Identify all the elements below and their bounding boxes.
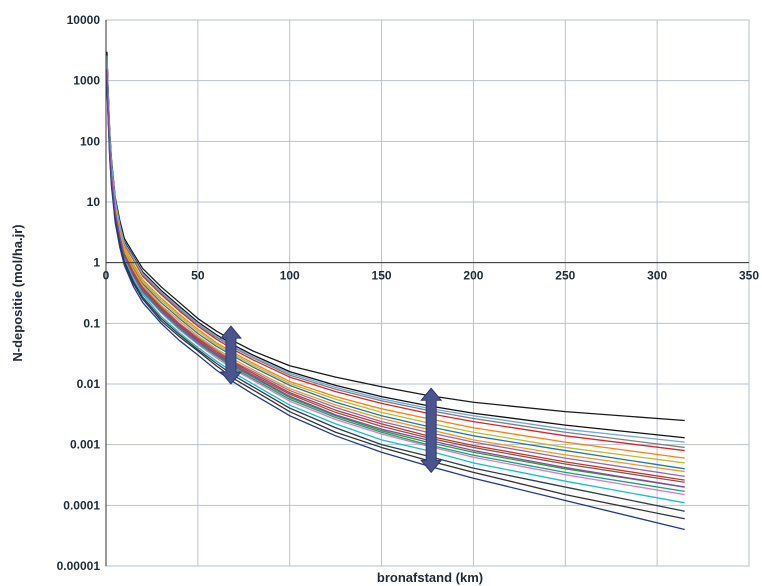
x-tick-label: 100 xyxy=(280,269,300,283)
y-tick-label: 1000 xyxy=(73,74,100,88)
y-tick-label: 10 xyxy=(87,195,101,209)
x-tick-label: 200 xyxy=(463,269,483,283)
y-tick-label: 0.00001 xyxy=(57,559,101,573)
series-lines xyxy=(106,51,685,531)
y-tick-label: 10000 xyxy=(67,13,101,27)
x-tick-label: 150 xyxy=(372,269,392,283)
series-line xyxy=(106,69,685,488)
y-tick-label: 0.1 xyxy=(83,316,100,330)
x-tick-labels: 0 50 100 150 200 250 300 350 xyxy=(103,269,760,283)
y-tick-label: 0.001 xyxy=(70,438,100,452)
series-line xyxy=(106,55,685,443)
x-tick-label: 50 xyxy=(191,269,205,283)
x-axis-label: bronafstand (km) xyxy=(377,570,483,585)
x-tick-label: 300 xyxy=(647,269,667,283)
y-axis-label: N-depositie (mol/ha.jr) xyxy=(10,224,25,361)
gridlines xyxy=(105,19,750,567)
y-tick-labels: 10000 1000 100 10 1 0.1 0.01 0.001 0.0001 0.00001 xyxy=(57,13,101,573)
x-tick-label: 250 xyxy=(555,269,575,283)
x-tick-label: 0 xyxy=(103,269,110,283)
double-arrow-annotation xyxy=(219,325,242,385)
double-arrow-annotation xyxy=(420,387,443,474)
x-tick-label: 350 xyxy=(739,269,759,283)
y-tick-label: 100 xyxy=(80,134,100,148)
y-tick-label: 0.0001 xyxy=(63,498,100,512)
plot-area xyxy=(105,19,750,567)
y-tick-label: 1 xyxy=(93,256,100,270)
annotations xyxy=(219,325,443,474)
y-tick-label: 0.01 xyxy=(77,377,101,391)
